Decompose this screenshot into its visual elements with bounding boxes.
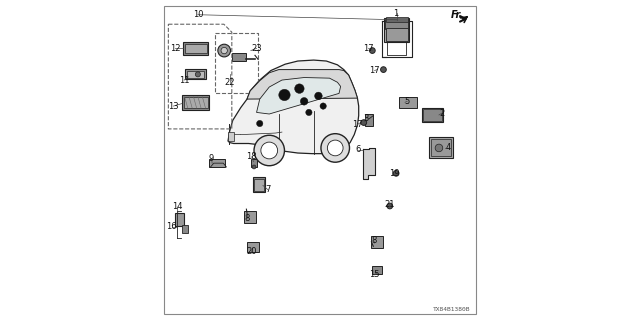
Bar — [232, 53, 246, 61]
Bar — [184, 44, 207, 53]
Circle shape — [279, 89, 290, 101]
Bar — [386, 17, 408, 22]
Text: 9: 9 — [209, 154, 214, 163]
Circle shape — [218, 44, 230, 57]
Bar — [386, 28, 408, 41]
Text: 2: 2 — [440, 108, 445, 117]
Circle shape — [361, 120, 367, 125]
Text: 17: 17 — [364, 44, 374, 53]
Circle shape — [221, 47, 227, 54]
Text: 1: 1 — [394, 9, 399, 18]
Circle shape — [321, 134, 349, 162]
Bar — [184, 97, 207, 108]
Polygon shape — [247, 69, 357, 99]
Text: 14: 14 — [172, 203, 182, 212]
Text: 23: 23 — [252, 44, 262, 53]
Circle shape — [257, 120, 263, 127]
Bar — [365, 114, 373, 126]
Polygon shape — [228, 60, 358, 154]
Bar — [372, 267, 382, 274]
Circle shape — [315, 92, 322, 100]
Bar — [186, 69, 206, 79]
Bar — [182, 225, 188, 233]
Text: 4: 4 — [446, 143, 451, 152]
Polygon shape — [363, 148, 374, 179]
Bar — [209, 159, 225, 167]
Bar — [423, 109, 442, 121]
Bar — [247, 243, 259, 252]
Circle shape — [328, 140, 343, 156]
Text: 20: 20 — [246, 247, 257, 257]
Bar — [429, 137, 453, 158]
Text: 8: 8 — [244, 214, 250, 223]
Text: 16: 16 — [166, 222, 177, 231]
Text: 3: 3 — [364, 114, 369, 123]
Bar — [254, 179, 264, 191]
Text: 11: 11 — [179, 76, 189, 84]
Bar — [385, 20, 408, 29]
Text: 17: 17 — [369, 66, 380, 75]
Bar — [182, 95, 209, 110]
Circle shape — [306, 109, 312, 116]
Text: TX84B1380B: TX84B1380B — [433, 307, 470, 312]
Bar — [183, 42, 209, 55]
Circle shape — [381, 67, 387, 72]
Bar — [253, 177, 266, 192]
Bar — [251, 159, 257, 166]
Circle shape — [393, 171, 399, 176]
Circle shape — [300, 98, 308, 105]
Text: 12: 12 — [170, 44, 180, 53]
Bar — [431, 139, 451, 156]
Text: 22: 22 — [225, 78, 235, 87]
Text: 13: 13 — [168, 101, 179, 111]
Text: 8: 8 — [371, 236, 376, 245]
Text: 10: 10 — [193, 10, 203, 19]
Circle shape — [294, 84, 304, 93]
Bar — [399, 97, 417, 108]
Circle shape — [320, 103, 326, 109]
Text: 21: 21 — [384, 200, 394, 209]
Circle shape — [435, 144, 443, 152]
Polygon shape — [257, 77, 340, 114]
Text: 15: 15 — [369, 270, 380, 279]
Bar — [371, 236, 383, 248]
Bar — [244, 211, 255, 223]
Bar — [175, 213, 184, 226]
Circle shape — [252, 165, 256, 169]
Text: 7: 7 — [265, 185, 270, 194]
Circle shape — [387, 203, 393, 209]
Text: Fr.: Fr. — [451, 10, 463, 20]
Circle shape — [261, 142, 278, 159]
Text: 5: 5 — [404, 97, 410, 106]
Bar — [187, 71, 204, 78]
Bar — [228, 132, 234, 141]
Text: 6: 6 — [355, 145, 361, 154]
Text: 19: 19 — [389, 169, 400, 178]
Bar — [384, 18, 410, 42]
Text: 18: 18 — [246, 152, 257, 161]
Circle shape — [369, 48, 375, 53]
Text: 17: 17 — [352, 120, 363, 129]
Circle shape — [254, 135, 284, 166]
Bar — [422, 108, 444, 122]
Circle shape — [195, 72, 200, 77]
